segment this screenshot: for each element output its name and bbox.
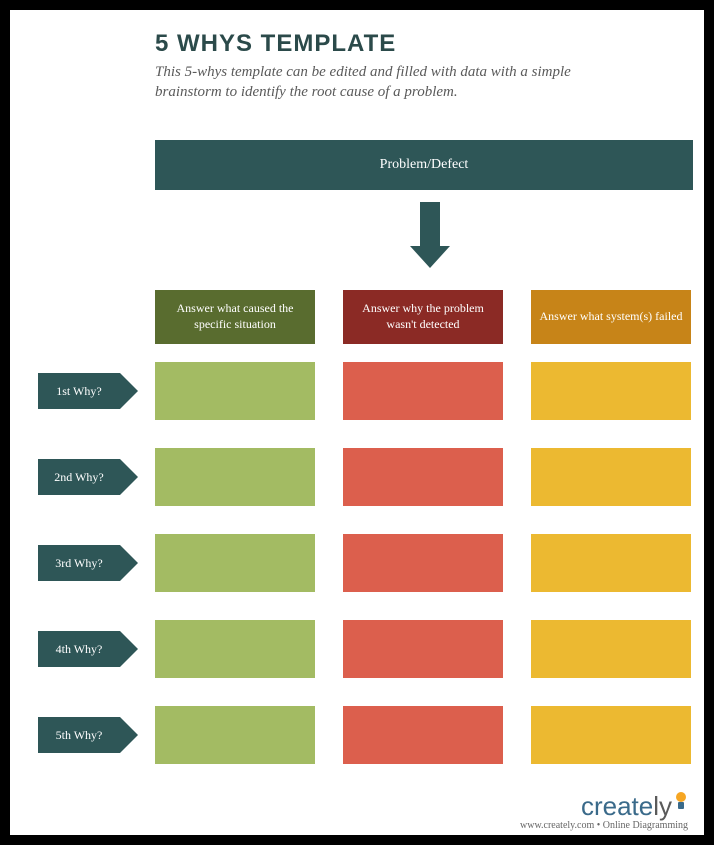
column-headers: Answer what caused the specific situatio… bbox=[155, 290, 691, 344]
down-arrow-icon bbox=[410, 202, 450, 273]
row-cells bbox=[155, 362, 691, 420]
problem-defect-bar: Problem/Defect bbox=[155, 140, 693, 190]
cell-4-0 bbox=[155, 706, 315, 764]
column-header-2: Answer what system(s) failed bbox=[531, 290, 691, 344]
row-cells bbox=[155, 620, 691, 678]
cell-0-1 bbox=[343, 362, 503, 420]
brand-text-ly: ly bbox=[653, 791, 672, 821]
cell-1-1 bbox=[343, 448, 503, 506]
page-subtitle: This 5-whys template can be edited and f… bbox=[155, 62, 625, 103]
cell-2-0 bbox=[155, 534, 315, 592]
why-row-2: 3rd Why? bbox=[38, 534, 691, 592]
cell-4-1 bbox=[343, 706, 503, 764]
row-label-2: 3rd Why? bbox=[38, 545, 138, 581]
why-row-4: 5th Why? bbox=[38, 706, 691, 764]
why-row-1: 2nd Why? bbox=[38, 448, 691, 506]
cell-2-1 bbox=[343, 534, 503, 592]
row-label-4: 5th Why? bbox=[38, 717, 138, 753]
rows-grid: 1st Why? 2nd Why? 3rd Why? 4th Why? 5th Why? bbox=[38, 362, 691, 792]
column-header-0: Answer what caused the specific situatio… bbox=[155, 290, 315, 344]
header: 5 WHYS TEMPLATE This 5-whys template can… bbox=[10, 10, 704, 103]
row-label-text: 5th Why? bbox=[38, 717, 120, 753]
problem-defect-label: Problem/Defect bbox=[380, 157, 469, 173]
row-cells bbox=[155, 448, 691, 506]
row-label-text: 3rd Why? bbox=[38, 545, 120, 581]
diagram-frame: 5 WHYS TEMPLATE This 5-whys template can… bbox=[0, 0, 714, 845]
brand-text-create: create bbox=[581, 791, 653, 821]
row-label-1: 2nd Why? bbox=[38, 459, 138, 495]
cell-3-2 bbox=[531, 620, 691, 678]
cell-0-2 bbox=[531, 362, 691, 420]
row-label-arrow-icon bbox=[120, 717, 138, 753]
row-label-text: 2nd Why? bbox=[38, 459, 120, 495]
cell-1-2 bbox=[531, 448, 691, 506]
why-row-0: 1st Why? bbox=[38, 362, 691, 420]
cell-1-0 bbox=[155, 448, 315, 506]
cell-3-0 bbox=[155, 620, 315, 678]
cell-2-2 bbox=[531, 534, 691, 592]
why-row-3: 4th Why? bbox=[38, 620, 691, 678]
cell-0-0 bbox=[155, 362, 315, 420]
page-title: 5 WHYS TEMPLATE bbox=[155, 30, 704, 58]
cell-4-2 bbox=[531, 706, 691, 764]
row-label-arrow-icon bbox=[120, 631, 138, 667]
lightbulb-icon bbox=[674, 791, 688, 822]
column-header-1: Answer why the problem wasn't detected bbox=[343, 290, 503, 344]
brand-footer: creately www.creately.com • Online Diagr… bbox=[520, 791, 688, 831]
row-label-3: 4th Why? bbox=[38, 631, 138, 667]
row-label-arrow-icon bbox=[120, 373, 138, 409]
row-cells bbox=[155, 706, 691, 764]
brand-logo: creately bbox=[520, 791, 688, 822]
row-label-arrow-icon bbox=[120, 459, 138, 495]
cell-3-1 bbox=[343, 620, 503, 678]
row-label-arrow-icon bbox=[120, 545, 138, 581]
row-label-0: 1st Why? bbox=[38, 373, 138, 409]
row-label-text: 1st Why? bbox=[38, 373, 120, 409]
row-label-text: 4th Why? bbox=[38, 631, 120, 667]
brand-url: www.creately.com • Online Diagramming bbox=[520, 820, 688, 831]
row-cells bbox=[155, 534, 691, 592]
